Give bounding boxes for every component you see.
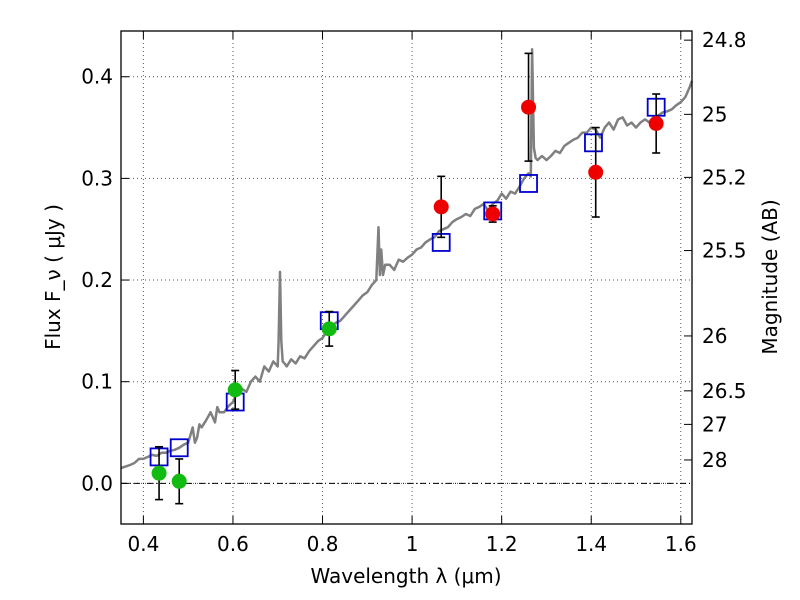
observed-points xyxy=(151,99,664,489)
y-tick-label: 0.3 xyxy=(81,166,113,190)
y-tick-label: 0.1 xyxy=(81,370,113,394)
model-square xyxy=(519,174,538,193)
observed-point xyxy=(321,321,337,337)
observed-point xyxy=(648,116,664,132)
right-tick-label: 27 xyxy=(702,412,727,436)
observed-point xyxy=(433,199,449,215)
spectrum-line xyxy=(120,48,694,470)
axis-ticks: 0.4 0.6 0.8 1 1.2 1.4 1.6 0.0 0.1 0.2 0.3 0.4 24.8 25… xyxy=(81,28,746,556)
observed-point xyxy=(521,99,537,115)
right-tick-label: 28 xyxy=(702,448,727,472)
right-tick-label: 26.5 xyxy=(702,379,747,403)
x-axis-label: Wavelength λ (μm) xyxy=(310,564,501,588)
observed-point xyxy=(588,164,604,180)
x-tick-label: 0.8 xyxy=(307,532,339,556)
y-tick-label: 0.2 xyxy=(81,268,113,292)
y-axis-right-label: Magnitude (AB) xyxy=(758,199,782,354)
y-tick-label: 0.0 xyxy=(81,471,113,495)
right-tick-label: 25 xyxy=(702,102,727,126)
plot-area xyxy=(121,31,692,524)
y-axis-label: Flux F_ν ( μJy ) xyxy=(41,204,65,350)
observed-point xyxy=(171,473,187,489)
x-tick-label: 0.6 xyxy=(217,532,249,556)
plot-frame xyxy=(120,30,693,525)
x-tick-label: 1.2 xyxy=(486,532,518,556)
right-tick-label: 25.2 xyxy=(702,165,747,189)
x-tick-label: 0.4 xyxy=(127,532,159,556)
x-tick-label: 1.4 xyxy=(575,532,607,556)
spectrum-series xyxy=(120,48,694,470)
right-tick-label: 25.5 xyxy=(702,239,747,263)
observed-point xyxy=(151,465,167,481)
right-tick-label: 24.8 xyxy=(702,28,747,52)
model-square xyxy=(584,133,603,153)
model-square xyxy=(169,438,189,458)
x-tick-label: 1.6 xyxy=(665,532,697,556)
observed-point xyxy=(485,206,501,222)
x-tick-label: 1 xyxy=(406,532,419,556)
y-tick-label: 0.4 xyxy=(81,65,113,89)
observed-point xyxy=(227,382,243,398)
right-tick-label: 26 xyxy=(702,324,727,348)
